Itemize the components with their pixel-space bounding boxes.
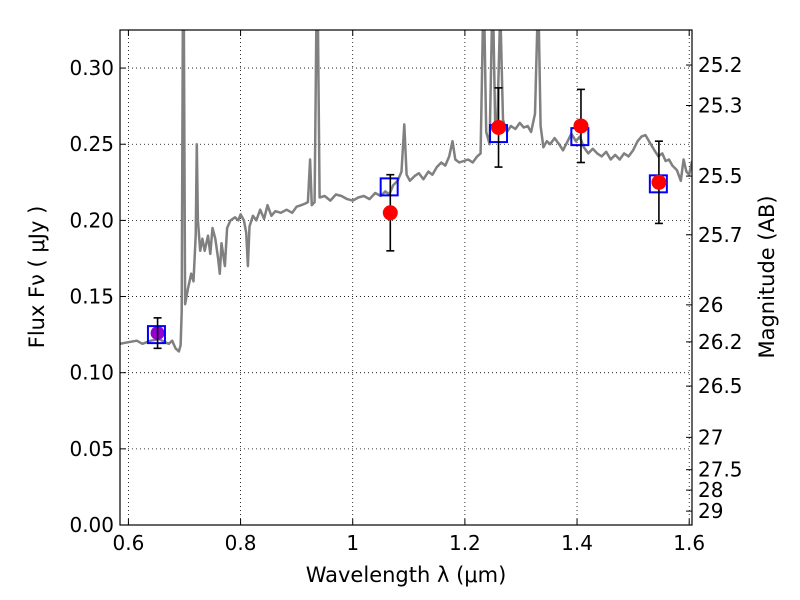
y-tick-label: 0.30 (69, 56, 114, 80)
error-bars (153, 87, 663, 350)
y-tick-label: 0.00 (69, 513, 114, 537)
x-axis-label: Wavelength λ (μm) (306, 563, 507, 587)
model-photometry-square (379, 177, 399, 197)
observed-photometry-point (651, 174, 667, 190)
x-tick-label: 0.6 (113, 531, 145, 555)
right-tick-label: 26 (698, 293, 723, 317)
right-tick-label: 28 (698, 478, 723, 502)
right-tick-label: 25.3 (698, 94, 743, 118)
observed-photometry-markers (382, 118, 667, 221)
grid-lines (120, 30, 692, 526)
observed-photometry-point (573, 118, 589, 134)
plot-frame (119, 29, 693, 526)
observed-photometry-point (382, 205, 398, 221)
right-tick-label: 25.7 (698, 223, 743, 247)
x-tick-label: 1.2 (449, 531, 481, 555)
right-tick-label: 29 (698, 499, 723, 523)
y-tick-label: 0.25 (69, 132, 114, 156)
x-tick-label: 0.8 (225, 531, 257, 555)
x-tick-label: 1.4 (561, 531, 593, 555)
right-axis-label: Magnitude (AB) (755, 195, 779, 358)
y-tick-label: 0.15 (69, 285, 114, 309)
right-tick-label: 27.5 (698, 458, 743, 482)
y-tick-label: 0.10 (69, 361, 114, 385)
right-tick-label: 27 (698, 425, 723, 449)
y-axis-label: Flux Fν ( μJy ) (25, 206, 49, 349)
right-tick-label: 25.5 (698, 164, 743, 188)
x-axis-ticks: 0.6 0.8 1 1.2 1.4 1.6 (113, 30, 705, 555)
model-photometry-square (146, 325, 166, 345)
model-spectrum-line (120, 30, 692, 353)
observed-photometry-point (491, 119, 507, 135)
x-tick-label: 1 (346, 531, 359, 555)
right-tick-label: 26.2 (698, 330, 743, 354)
y-tick-label: 0.20 (69, 208, 114, 232)
x-tick-label: 1.6 (673, 531, 705, 555)
y-axis-ticks: 0.00 0.05 0.10 0.15 0.20 0.25 0.30 (69, 56, 126, 537)
right-tick-label: 26.5 (698, 374, 743, 398)
y-tick-label: 0.05 (69, 437, 114, 461)
right-tick-label: 25.2 (698, 53, 743, 77)
